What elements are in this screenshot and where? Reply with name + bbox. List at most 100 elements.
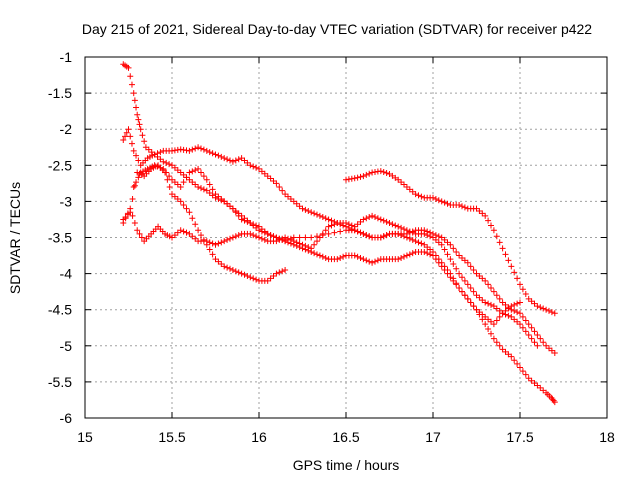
data-point <box>485 281 492 288</box>
data-point <box>299 205 306 212</box>
data-point <box>203 241 210 248</box>
data-point <box>325 223 332 230</box>
data-point <box>206 181 213 188</box>
y-tick-label: -2 <box>60 121 73 137</box>
data-point <box>129 212 136 219</box>
data-point <box>279 187 286 194</box>
data-point <box>490 288 497 295</box>
data-point <box>131 182 138 189</box>
data-point <box>282 234 289 241</box>
data-point <box>247 162 254 169</box>
data-point <box>392 222 399 229</box>
data-point <box>206 246 213 253</box>
data-point <box>354 174 361 181</box>
data-point <box>461 292 468 299</box>
data-point <box>133 179 140 186</box>
data-point <box>287 236 294 243</box>
data-point <box>548 309 555 316</box>
data-point <box>444 200 451 207</box>
data-point <box>200 186 207 193</box>
data-point <box>514 300 521 307</box>
data-point <box>125 64 132 71</box>
data-point <box>198 185 204 192</box>
data-point <box>537 335 544 342</box>
data-point <box>133 152 140 159</box>
data-point <box>209 240 216 247</box>
data-point <box>424 250 431 257</box>
y-tick-label: -4 <box>60 266 73 282</box>
data-point <box>135 116 142 123</box>
data-point <box>534 331 541 338</box>
data-point <box>162 169 169 176</box>
data-point <box>366 214 373 221</box>
data-point <box>131 97 138 104</box>
data-point <box>403 252 410 259</box>
data-point <box>534 342 541 349</box>
data-point <box>195 165 202 172</box>
data-point <box>551 399 558 406</box>
data-point <box>360 256 367 263</box>
y-tick-label: -4.5 <box>48 302 72 318</box>
data-point <box>166 183 173 190</box>
data-point <box>366 170 373 177</box>
data-point <box>519 286 526 293</box>
data-point <box>328 222 335 229</box>
data-point <box>502 311 509 318</box>
data-point <box>261 229 268 236</box>
data-point <box>493 233 500 240</box>
data-point <box>508 263 515 270</box>
data-point <box>519 324 526 331</box>
data-point <box>192 167 199 174</box>
data-point <box>441 246 448 253</box>
data-point <box>531 339 538 346</box>
data-point <box>438 198 445 205</box>
data-point <box>273 180 280 187</box>
data-point <box>415 239 422 246</box>
data-point <box>459 203 465 210</box>
data-point <box>229 234 236 241</box>
data-point <box>453 281 460 288</box>
data-point <box>296 240 303 247</box>
data-point <box>363 232 370 239</box>
data-point <box>493 292 500 299</box>
data-point <box>409 236 416 243</box>
data-point <box>325 230 332 237</box>
data-point <box>360 216 367 223</box>
data-point <box>212 241 219 248</box>
data-point <box>133 104 140 111</box>
data-point <box>517 281 523 288</box>
data-point <box>247 230 254 237</box>
data-point <box>227 265 233 272</box>
data-point <box>218 153 225 160</box>
data-point <box>531 328 538 335</box>
data-point <box>450 260 457 267</box>
data-point <box>127 209 134 216</box>
data-point <box>331 221 338 228</box>
series-track-b <box>120 126 558 357</box>
data-point <box>166 161 173 168</box>
data-point <box>135 157 142 164</box>
data-point <box>200 146 207 153</box>
data-point <box>314 238 320 245</box>
data-point <box>551 350 558 357</box>
data-point <box>282 266 289 273</box>
data-point <box>253 164 260 171</box>
data-point <box>435 233 442 240</box>
data-point <box>238 270 245 277</box>
data-point <box>351 252 358 259</box>
data-point <box>450 277 457 284</box>
data-point <box>348 222 355 229</box>
data-point <box>435 197 442 204</box>
data-point <box>166 173 173 180</box>
data-point <box>401 226 407 233</box>
data-point <box>305 244 312 251</box>
data-point <box>322 215 329 222</box>
data-point <box>224 156 231 163</box>
data-point <box>546 307 552 314</box>
data-point <box>380 217 387 224</box>
data-point <box>224 236 231 243</box>
data-point <box>258 235 265 242</box>
data-point <box>186 169 193 176</box>
data-point <box>514 275 521 282</box>
data-point <box>363 171 370 178</box>
